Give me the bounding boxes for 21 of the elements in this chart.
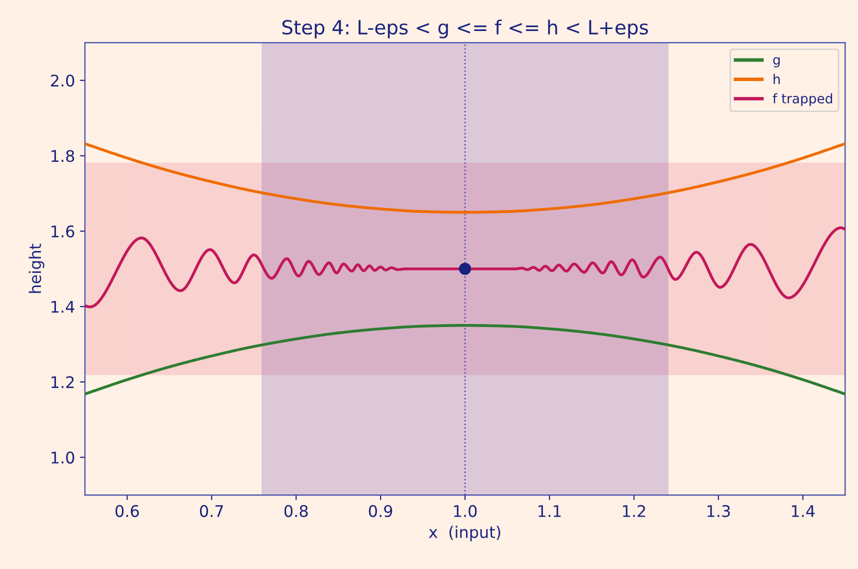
x-tick-label: 1.4 (792, 505, 815, 517)
x-tick-label: 1.1 (538, 505, 561, 517)
y-tick-label: 1.2 (52, 376, 74, 388)
x-tick-label: 0.8 (284, 505, 308, 518)
x-tick-label: 0.6 (116, 505, 139, 518)
x-tick-label: 0.9 (368, 505, 392, 518)
chart-title: Step 4: L-eps < g <= f <= h < L+eps (282, 20, 648, 38)
y-tick-label: 1.0 (52, 452, 74, 464)
x-tick-label: 1.2 (623, 505, 646, 517)
legend-label: g (773, 57, 780, 68)
x-tick-label: 1.3 (707, 505, 730, 518)
y-tick-label: 1.4 (52, 300, 74, 313)
y-tick-label: 1.6 (52, 225, 74, 238)
y-axis-title: height (28, 244, 44, 293)
y-tick-label: 1.8 (52, 150, 74, 162)
x-axis-title: x (input) (428, 526, 500, 542)
legend-label: f trapped (772, 93, 832, 106)
x-tick-label: 0.7 (200, 505, 223, 518)
y-tick-label: 2.0 (50, 74, 74, 87)
x-tick-label: 1.0 (454, 505, 477, 518)
legend-label: h (774, 74, 780, 84)
